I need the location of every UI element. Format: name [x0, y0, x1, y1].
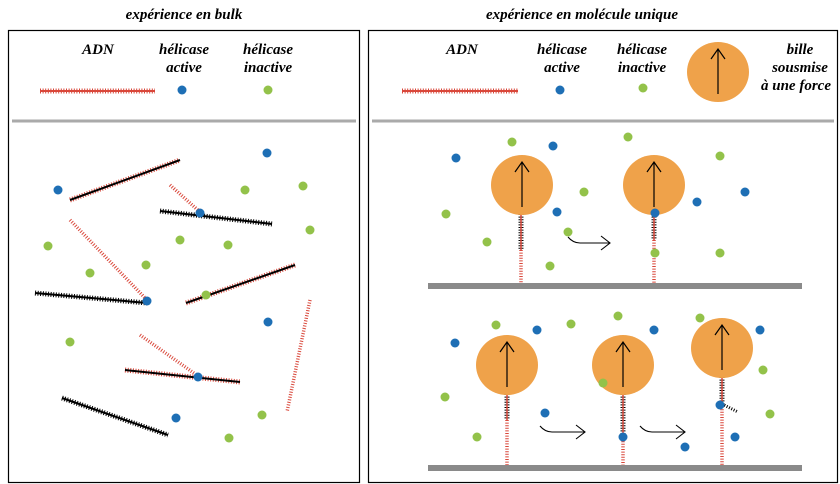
active-helicase — [756, 326, 765, 335]
legend-label: hélicase — [159, 42, 209, 58]
inactive-helicase — [224, 241, 233, 250]
inactive-helicase — [492, 321, 501, 330]
dna-strand — [125, 370, 240, 382]
inactive-helicase — [258, 411, 267, 420]
legend-label: sousmise — [771, 60, 828, 76]
inactive-helicase — [142, 261, 151, 270]
inactive-helicase — [241, 186, 250, 195]
inactive-helicase — [651, 249, 660, 258]
inactive-helicase — [716, 249, 725, 258]
inactive-helicase — [564, 228, 573, 237]
inactive-helicase — [442, 210, 451, 219]
ssdna — [287, 300, 310, 412]
active-helicase — [172, 414, 181, 423]
legend-label: à une force — [761, 78, 831, 94]
inactive-helicase — [483, 238, 492, 247]
active-helicase — [196, 209, 205, 218]
active-helicase — [556, 86, 565, 95]
legend-label: hélicase — [243, 42, 293, 58]
inactive-helicase — [176, 236, 185, 245]
active-helicase — [263, 149, 272, 158]
active-helicase — [264, 318, 273, 327]
panel-title: expérience en molécule unique — [486, 7, 678, 23]
inactive-helicase — [716, 152, 725, 161]
legend-label: active — [544, 60, 580, 76]
dna-strand — [62, 398, 168, 435]
legend-label: bille — [787, 42, 814, 58]
active-helicase — [553, 208, 562, 217]
inactive-helicase — [580, 188, 589, 197]
inactive-helicase — [639, 84, 648, 93]
surface — [428, 283, 802, 289]
legend-label: inactive — [618, 60, 667, 76]
inactive-helicase — [202, 291, 211, 300]
dna-strand — [35, 293, 147, 303]
active-helicase — [650, 326, 659, 335]
active-helicase — [731, 433, 740, 442]
inactive-helicase — [624, 133, 633, 142]
dna-strand — [70, 160, 180, 200]
panel-title: expérience en bulk — [126, 7, 243, 23]
active-helicase — [619, 433, 628, 442]
legend-label: hélicase — [537, 42, 587, 58]
inactive-helicase — [614, 312, 623, 321]
active-helicase — [451, 339, 460, 348]
inactive-helicase — [696, 314, 705, 323]
active-helicase — [549, 142, 558, 151]
active-helicase — [741, 188, 750, 197]
inactive-helicase — [508, 138, 517, 147]
legend-label: ADN — [445, 42, 479, 58]
dna-strand — [160, 211, 272, 224]
figure: expérience en bulk expérience en molécul… — [0, 0, 840, 484]
inactive-helicase — [299, 182, 308, 191]
inactive-helicase — [264, 86, 273, 95]
active-helicase — [178, 86, 187, 95]
ssdna — [140, 335, 198, 376]
ssdna — [70, 220, 147, 300]
active-helicase — [533, 326, 542, 335]
inactive-helicase — [473, 433, 482, 442]
active-helicase — [194, 373, 203, 382]
legend-label: hélicase — [617, 42, 667, 58]
inactive-helicase — [66, 338, 75, 347]
legend-label: ADN — [81, 42, 115, 58]
surface — [428, 465, 802, 471]
inactive-helicase — [306, 226, 315, 235]
panel-frame — [9, 31, 360, 483]
inactive-helicase — [44, 242, 53, 251]
inactive-helicase — [599, 379, 608, 388]
inactive-helicase — [225, 434, 234, 443]
ssdna — [170, 185, 200, 212]
active-helicase — [541, 409, 550, 418]
inactive-helicase — [546, 262, 555, 271]
active-helicase — [452, 154, 461, 163]
active-helicase — [651, 209, 660, 218]
active-helicase — [143, 297, 152, 306]
active-helicase — [681, 443, 690, 452]
inactive-helicase — [86, 269, 95, 278]
active-helicase — [54, 186, 63, 195]
active-helicase — [693, 198, 702, 207]
inactive-helicase — [759, 366, 768, 375]
legend-label: active — [166, 60, 202, 76]
active-helicase — [716, 401, 725, 410]
inactive-helicase — [766, 410, 775, 419]
legend-label: inactive — [244, 60, 293, 76]
inactive-helicase — [441, 393, 450, 402]
inactive-helicase — [567, 320, 576, 329]
